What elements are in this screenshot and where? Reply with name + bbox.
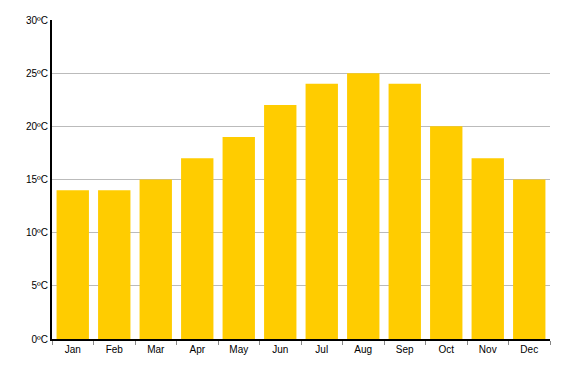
svg-text:Apr: Apr	[189, 344, 205, 355]
svg-text:Dec: Dec	[520, 344, 538, 355]
svg-text:15ºC: 15ºC	[26, 174, 48, 185]
svg-text:Jan: Jan	[65, 344, 81, 355]
svg-text:Aug: Aug	[354, 344, 372, 355]
svg-text:Mar: Mar	[147, 344, 165, 355]
svg-text:Feb: Feb	[106, 344, 124, 355]
svg-text:25ºC: 25ºC	[26, 68, 48, 79]
svg-text:May: May	[229, 344, 248, 355]
svg-text:30ºC: 30ºC	[26, 15, 48, 26]
svg-text:Nov: Nov	[479, 344, 497, 355]
svg-text:0ºC: 0ºC	[32, 334, 48, 345]
svg-text:Jul: Jul	[315, 344, 328, 355]
svg-text:5ºC: 5ºC	[32, 280, 48, 291]
svg-text:10ºC: 10ºC	[26, 227, 48, 238]
svg-text:Oct: Oct	[438, 344, 454, 355]
svg-text:Jun: Jun	[272, 344, 288, 355]
svg-text:Sep: Sep	[396, 344, 414, 355]
svg-text:20ºC: 20ºC	[26, 121, 48, 132]
